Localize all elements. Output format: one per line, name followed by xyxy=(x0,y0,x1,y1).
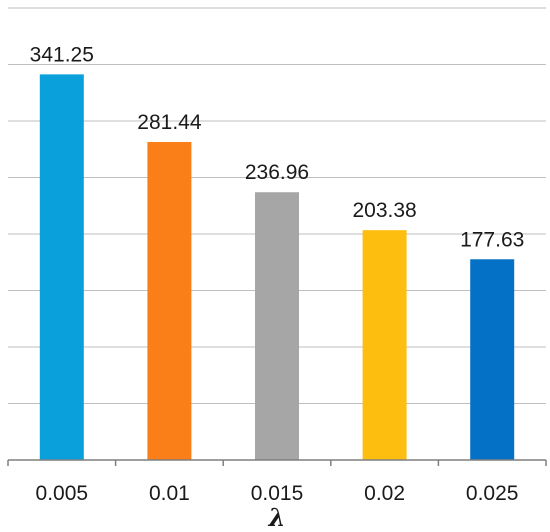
bar-0.005 xyxy=(39,74,84,460)
data-label-0.025: 177.63 xyxy=(460,228,524,251)
bar-0.025 xyxy=(470,259,515,460)
x-tick-label-0.025: 0.025 xyxy=(466,482,519,505)
data-label-0.005: 341.25 xyxy=(30,43,94,66)
x-tick-labels: 0.005 0.01 0.015 0.02 0.025 xyxy=(36,482,519,505)
bar-0.01 xyxy=(147,141,192,461)
x-axis-title: λ xyxy=(268,503,286,532)
x-tick-label-0.005: 0.005 xyxy=(36,482,89,505)
x-axis-ticks xyxy=(7,460,547,466)
bars xyxy=(39,74,515,461)
bar-0.02 xyxy=(362,230,407,460)
bar-0.015 xyxy=(255,192,299,460)
data-label-0.01: 281.44 xyxy=(137,111,202,134)
data-labels: 341.25 281.44 236.96 203.38 177.63 xyxy=(30,43,525,251)
data-label-0.015: 236.96 xyxy=(245,161,309,184)
x-tick-label-0.02: 0.02 xyxy=(364,482,405,505)
x-tick-label-0.015: 0.015 xyxy=(251,482,304,505)
x-tick-label-0.01: 0.01 xyxy=(149,482,190,505)
data-label-0.02: 203.38 xyxy=(352,199,416,222)
